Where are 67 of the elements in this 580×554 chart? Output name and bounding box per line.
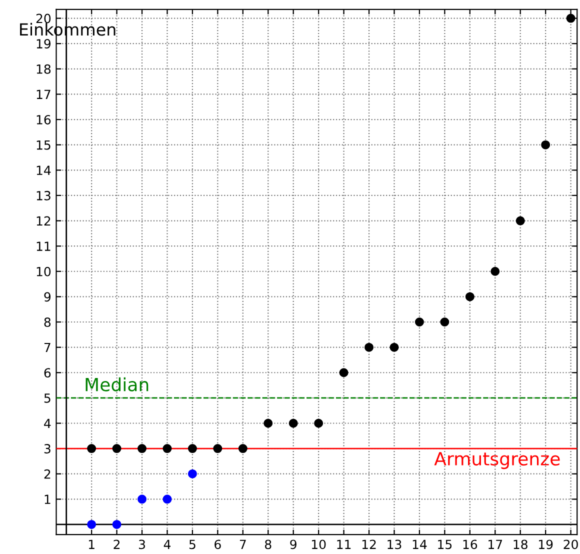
y-tick-label: 4: [44, 418, 51, 428]
x-tick-label: 16: [463, 540, 478, 550]
y-tick-label: 8: [44, 317, 51, 327]
point: [138, 494, 147, 504]
point: [138, 444, 147, 454]
y-tick-label: 20: [36, 14, 51, 24]
x-tick-label: 5: [189, 540, 196, 550]
point: [516, 216, 525, 226]
point: [188, 469, 197, 478]
point: [314, 418, 324, 428]
y-tick-label: 16: [36, 114, 51, 124]
point: [162, 444, 172, 454]
point: [162, 494, 172, 504]
x-tick-label: 1: [88, 540, 94, 549]
y-tick-label: 6: [44, 368, 51, 378]
x-tick-label: 18: [514, 540, 528, 550]
x-tick-label: 10: [312, 540, 326, 550]
x-tick-label: 7: [240, 540, 246, 549]
point: [339, 368, 348, 378]
x-tick-label: 8: [265, 540, 272, 550]
point: [264, 418, 273, 428]
point: [213, 444, 222, 454]
point: [87, 520, 96, 529]
ref-line-label: Median: [86, 377, 148, 392]
point: [238, 444, 248, 454]
y-tick-label: 1: [44, 494, 50, 504]
x-tick-label: 20: [564, 540, 578, 550]
point: [112, 520, 122, 529]
y-tick-label: 5: [44, 394, 50, 403]
y-tick-label: 10: [36, 266, 51, 276]
point: [490, 266, 500, 276]
y-tick-label: 14: [36, 166, 51, 175]
y-tick-label: 7: [44, 342, 50, 352]
y-tick-label: 18: [36, 64, 51, 74]
ref-line-label: Armutsgrenze: [434, 452, 560, 470]
point: [188, 444, 197, 454]
y-tick-label: 3: [44, 444, 50, 454]
x-tick-label: 19: [538, 540, 553, 550]
x-tick-label: 15: [438, 540, 452, 550]
y-tick-label: 12: [36, 216, 50, 226]
x-tick-label: 13: [388, 540, 402, 550]
x-tick-label: 4: [164, 540, 171, 549]
point: [465, 292, 474, 302]
point: [414, 318, 424, 326]
y-tick-label: 15: [36, 140, 50, 150]
y-tick-label: 17: [36, 90, 50, 99]
x-tick-label: 14: [412, 540, 427, 549]
y-tick-label: 2: [44, 469, 50, 479]
point: [440, 318, 450, 326]
point: [364, 342, 374, 352]
point: [566, 14, 576, 23]
x-tick-label: 12: [362, 540, 376, 549]
point: [288, 418, 298, 428]
point: [112, 444, 122, 454]
point: [541, 140, 550, 150]
y-tick-label: 9: [44, 292, 51, 302]
y-tick-label: 13: [36, 190, 50, 200]
x-tick-label: 17: [488, 540, 502, 549]
point: [390, 342, 399, 352]
x-tick-label: 3: [138, 540, 145, 550]
y-tick-label: 19: [36, 39, 51, 49]
x-tick-label: 6: [214, 540, 221, 550]
point: [87, 444, 96, 454]
x-tick-label: 11: [337, 540, 351, 549]
x-tick-label: 2: [114, 540, 120, 549]
y-tick-label: 11: [36, 242, 50, 251]
x-tick-label: 9: [290, 540, 296, 550]
